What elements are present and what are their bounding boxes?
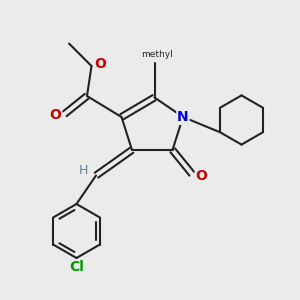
Text: O: O <box>50 108 61 122</box>
Text: H: H <box>79 164 88 177</box>
Text: Cl: Cl <box>69 260 84 274</box>
Text: N: N <box>177 110 189 124</box>
Text: O: O <box>94 58 106 71</box>
Text: methyl: methyl <box>142 50 173 59</box>
Text: O: O <box>196 169 208 182</box>
